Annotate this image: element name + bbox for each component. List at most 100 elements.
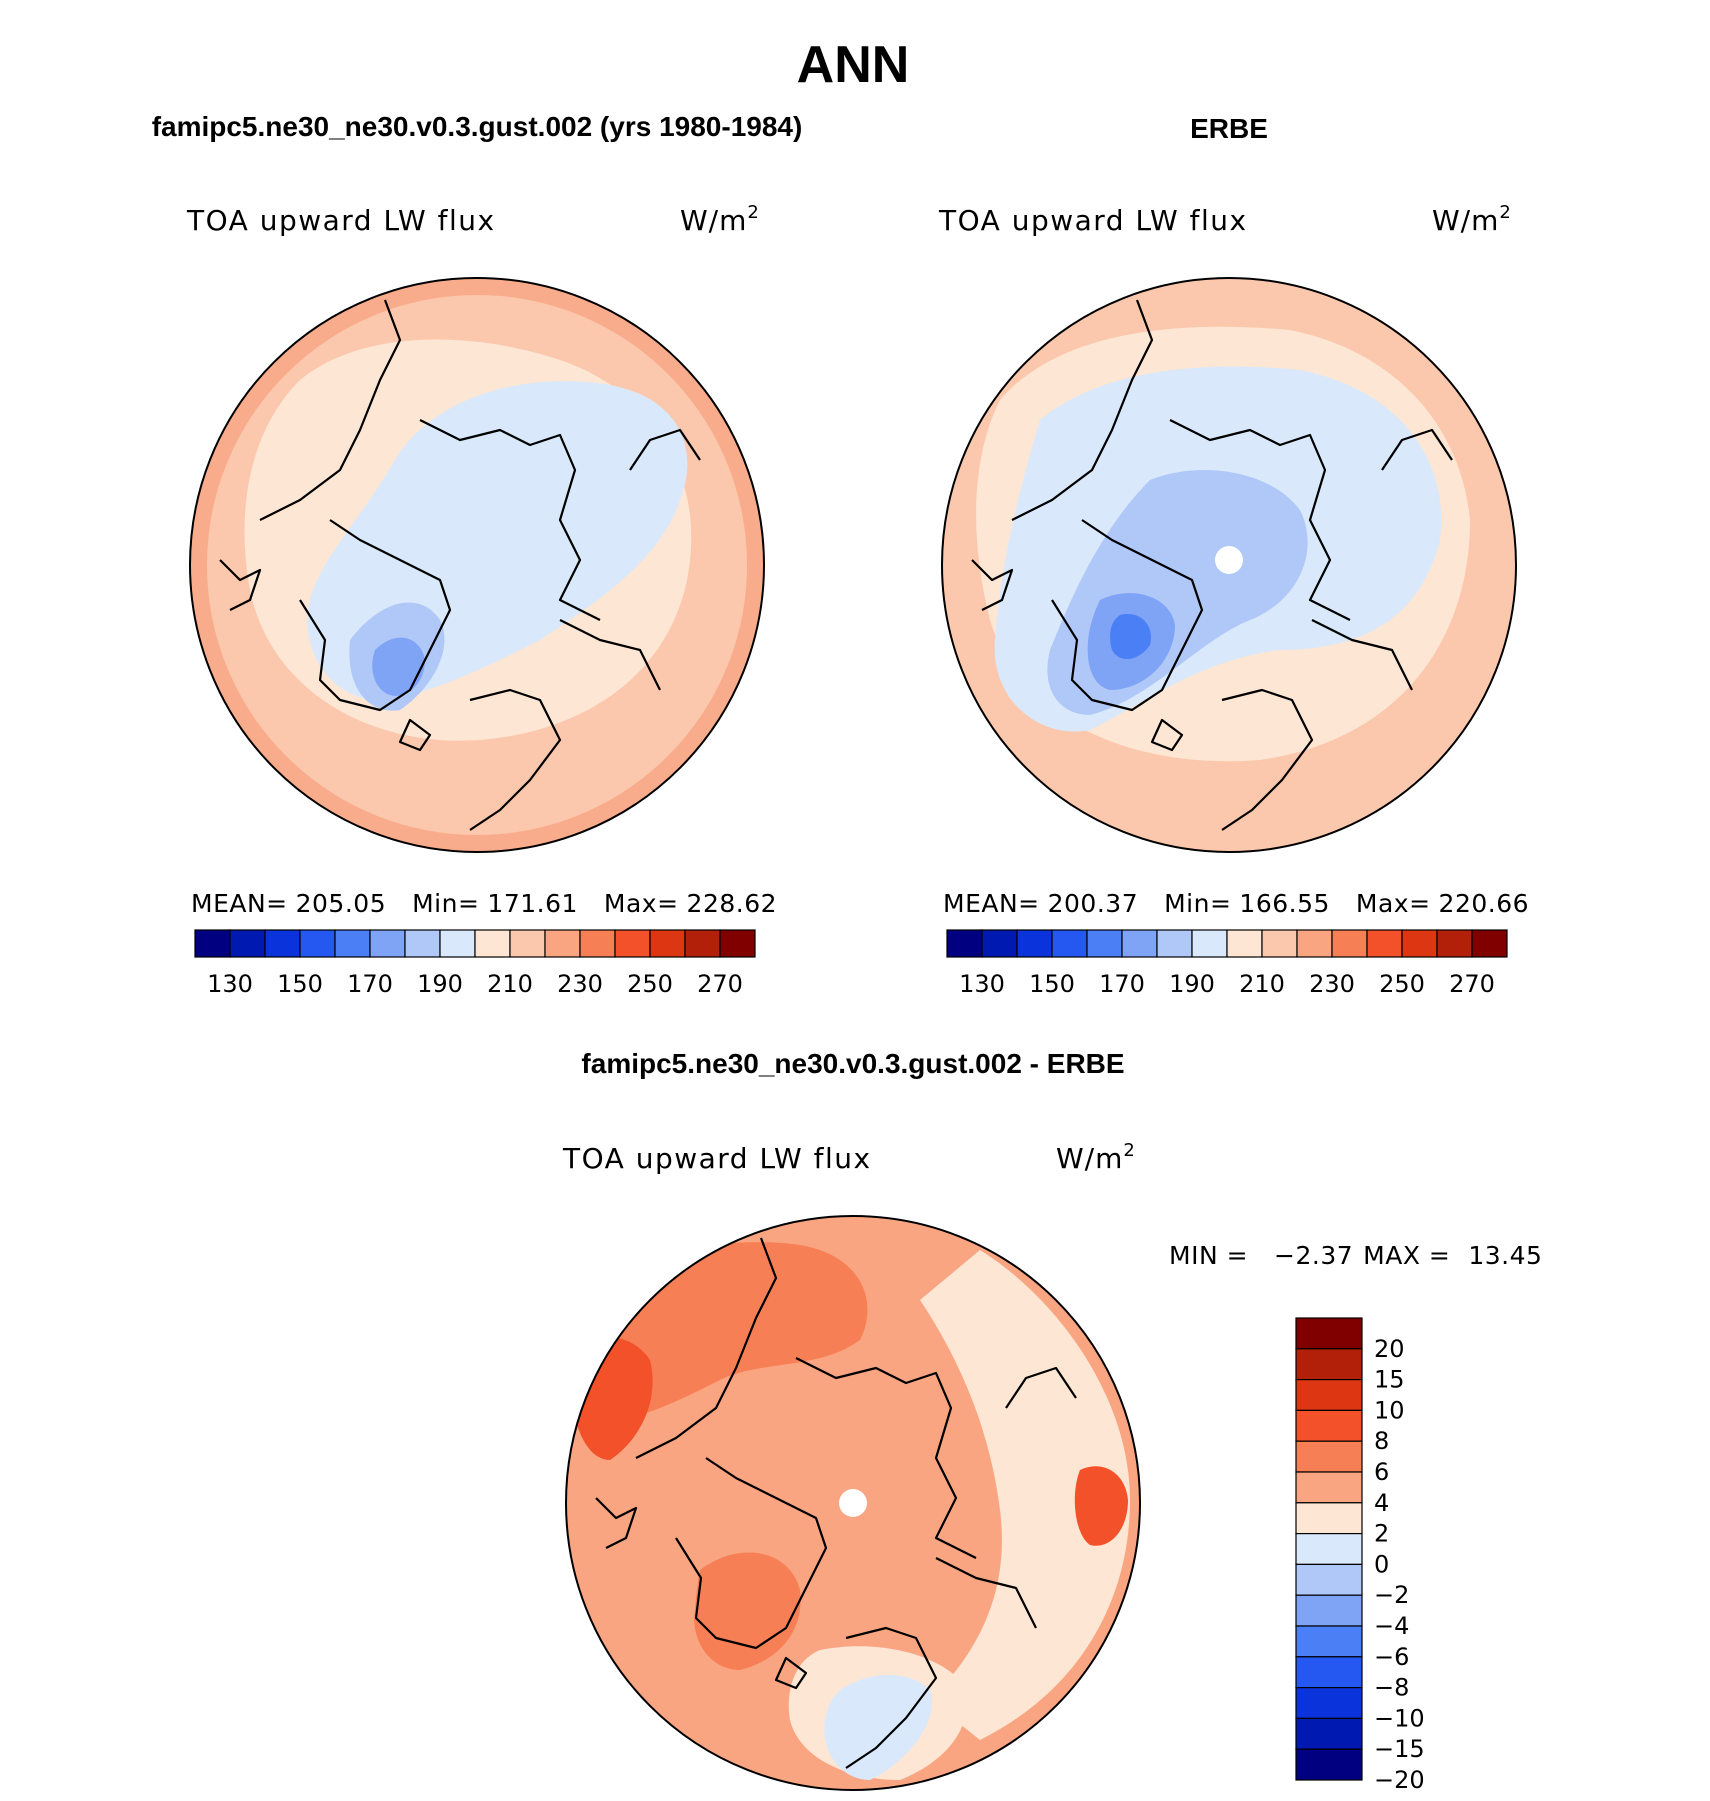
colorbar-obs-swatch (1401, 929, 1438, 958)
map-diff-contour-neg (824, 1675, 932, 1780)
panel-model-units: W/m2 (680, 202, 760, 237)
panel-obs-units-sup: 2 (1499, 202, 1511, 223)
colorbar-model-swatch (404, 929, 441, 958)
panel-model-stats: MEAN= 205.05 Min= 171.61 Max= 228.62 (191, 889, 777, 918)
map-obs-contour-170 (1110, 614, 1151, 660)
colorbar-model-tick-label: 230 (557, 970, 603, 998)
map-diff-pole-hole (839, 1489, 867, 1517)
colorbar-model-tick-label: 250 (627, 970, 673, 998)
panel-model-variable: TOA upward LW flux (186, 204, 496, 237)
colorbar-model-swatch (544, 929, 581, 958)
panel-diff-min-label: MIN = (1169, 1241, 1248, 1270)
colorbar-diff-swatch (1295, 1317, 1363, 1350)
figure-title: ANN (797, 36, 910, 94)
colorbar-obs: 130 150 170 190 210 230 250 270 (946, 929, 1508, 998)
map-diff-contour-2 (920, 1250, 1130, 1740)
colorbar-model-swatch (614, 929, 651, 958)
colorbar-diff-swatch (1295, 1563, 1363, 1596)
colorbar-obs-swatch (1086, 929, 1123, 958)
colorbar-diff-swatch (1295, 1656, 1363, 1689)
panel-model-min-value: 171.61 (487, 889, 577, 918)
panel-diff-units: W/m2 (1056, 1140, 1136, 1175)
map-obs-coastlines (971, 299, 1453, 831)
panel-obs-min-label: Min= (1164, 889, 1231, 918)
colorbar-diff-swatch (1295, 1378, 1363, 1411)
panel-model-title: famipc5.ne30_ne30.v0.3.gust.002 (yrs 198… (152, 111, 803, 142)
colorbar-obs-swatch (1471, 929, 1508, 958)
panel-diff-units-text: W/m (1056, 1142, 1123, 1175)
colorbar-diff-swatch (1295, 1717, 1363, 1750)
map-model-contour-180 (372, 637, 425, 696)
colorbar-model-swatch (439, 929, 476, 958)
colorbar-obs-tick-label: 250 (1379, 970, 1425, 998)
colorbar-model-swatch (649, 929, 686, 958)
colorbar-model-tick-label: 150 (277, 970, 323, 998)
panel-diff-units-sup: 2 (1123, 1140, 1135, 1161)
panel-obs-max-value: 220.66 (1439, 889, 1529, 918)
colorbar-diff-tick-label: −8 (1374, 1674, 1409, 1702)
map-model-border (189, 277, 765, 853)
colorbar-model-swatch (229, 929, 266, 958)
map-diff (565, 1215, 1141, 1791)
colorbar-model-tick-label: 270 (697, 970, 743, 998)
panel-model-mean-value: 205.05 (296, 889, 386, 918)
colorbar-diff-tick-label: 10 (1374, 1396, 1405, 1424)
panel-model-units-sup: 2 (747, 202, 759, 223)
colorbar-model-tick-label: 130 (207, 970, 253, 998)
panel-obs-mean-label: MEAN= (943, 889, 1040, 918)
panel-diff-min-value: −2.37 (1274, 1241, 1353, 1270)
colorbar-diff-tick-label: −6 (1374, 1643, 1409, 1671)
colorbar-diff-tick-label: 0 (1374, 1550, 1389, 1578)
panel-model-min-label: Min= (412, 889, 479, 918)
colorbar-model-swatch (334, 929, 371, 958)
panel-obs-max-label: Max= (1356, 889, 1431, 918)
colorbar-obs-swatch (1366, 929, 1403, 958)
colorbar-diff-tick-label: 6 (1374, 1458, 1389, 1486)
colorbar-diff-swatch (1295, 1625, 1363, 1658)
colorbar-model-swatch (579, 929, 616, 958)
map-diff-contour-8b (1074, 1466, 1128, 1546)
map-model-coastlines (219, 299, 701, 831)
map-diff-border (565, 1215, 1141, 1791)
panel-model-max-value: 228.62 (687, 889, 777, 918)
colorbar-model-swatch (264, 929, 301, 958)
colorbar-diff-tick-label: 4 (1374, 1489, 1389, 1517)
colorbar-obs-swatch (1296, 929, 1333, 958)
colorbar-obs-swatch (1156, 929, 1193, 958)
colorbar-diff-tick-label: −15 (1374, 1735, 1425, 1763)
colorbar-obs-swatch (1051, 929, 1088, 958)
map-model (189, 277, 765, 853)
panel-obs-min-value: 166.55 (1239, 889, 1329, 918)
colorbar-diff-tick-label: 8 (1374, 1427, 1389, 1455)
colorbar-obs-swatch (1016, 929, 1053, 958)
panel-obs-mean-value: 200.37 (1048, 889, 1138, 918)
panel-model-mean-label: MEAN= (191, 889, 288, 918)
panel-obs-stats: MEAN= 200.37 Min= 166.55 Max= 220.66 (943, 889, 1529, 918)
colorbar-obs-swatch (1121, 929, 1158, 958)
colorbar-diff-swatch (1295, 1748, 1363, 1781)
map-diff-coastlines (595, 1237, 1077, 1769)
colorbar-obs-swatch (1331, 929, 1368, 958)
colorbar-diff-swatch (1295, 1594, 1363, 1627)
colorbar-model-swatch (474, 929, 511, 958)
colorbar-obs-swatch (981, 929, 1018, 958)
panel-obs-variable: TOA upward LW flux (938, 204, 1248, 237)
colorbar-diff-swatch (1295, 1348, 1363, 1381)
colorbar-model-swatch (369, 929, 406, 958)
colorbar-model-tick-label: 170 (347, 970, 393, 998)
colorbar-obs-swatch (1226, 929, 1263, 958)
panel-diff-title: famipc5.ne30_ne30.v0.3.gust.002 - ERBE (581, 1048, 1124, 1079)
colorbar-obs-swatch (1261, 929, 1298, 958)
colorbar-obs-swatch (1436, 929, 1473, 958)
map-obs-border (941, 277, 1517, 853)
map-obs (941, 277, 1517, 853)
panel-diff-variable: TOA upward LW flux (562, 1142, 872, 1175)
colorbar-diff-swatch (1295, 1409, 1363, 1442)
colorbar-diff-swatch (1295, 1440, 1363, 1473)
panel-diff-max-value: 13.45 (1468, 1241, 1542, 1270)
colorbar-diff-swatch (1295, 1532, 1363, 1565)
panel-obs-title: ERBE (1190, 113, 1268, 144)
panel-model-units-text: W/m (680, 204, 747, 237)
colorbar-obs-swatch (946, 929, 983, 958)
